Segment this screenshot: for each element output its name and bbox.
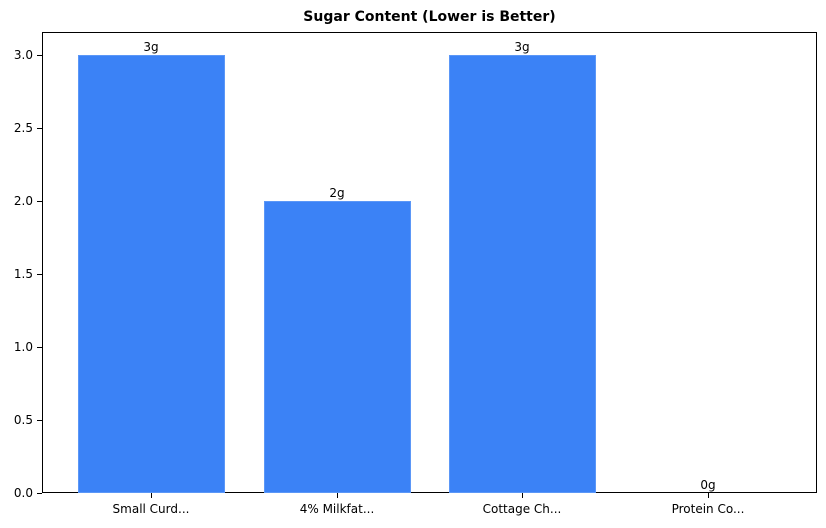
y-tick-label: 1.5 <box>13 267 33 281</box>
bar-value-label: 3g <box>514 40 530 54</box>
y-tick-label: 0.0 <box>13 486 33 500</box>
bar-value-label: 3g <box>143 40 159 54</box>
axes-frame <box>42 32 817 493</box>
y-tick-label: 3.0 <box>13 48 33 62</box>
chart-title: Sugar Content (Lower is Better) <box>303 9 556 25</box>
bar <box>449 55 596 493</box>
x-tick <box>151 493 152 498</box>
y-tick <box>37 201 42 202</box>
x-tick-label: 4% Milkfat... <box>299 502 375 516</box>
bar-value-label: 0g <box>700 478 716 492</box>
x-tick-label: Protein Co... <box>671 502 745 516</box>
bar <box>78 55 225 493</box>
y-tick-label: 1.0 <box>13 340 33 354</box>
bar-value-label: 2g <box>329 186 345 200</box>
x-tick <box>708 493 709 498</box>
y-tick <box>37 128 42 129</box>
y-tick-label: 0.5 <box>13 413 33 427</box>
x-tick-label: Small Curd... <box>112 502 190 516</box>
y-tick <box>37 55 42 56</box>
y-tick-label: 2.5 <box>13 121 33 135</box>
y-tick-label: 2.0 <box>13 194 33 208</box>
x-tick <box>522 493 523 498</box>
y-tick <box>37 420 42 421</box>
x-tick <box>337 493 338 498</box>
y-tick <box>37 347 42 348</box>
bar <box>264 201 411 493</box>
y-tick <box>37 493 42 494</box>
x-tick-label: Cottage Ch... <box>482 502 562 516</box>
y-tick <box>37 274 42 275</box>
